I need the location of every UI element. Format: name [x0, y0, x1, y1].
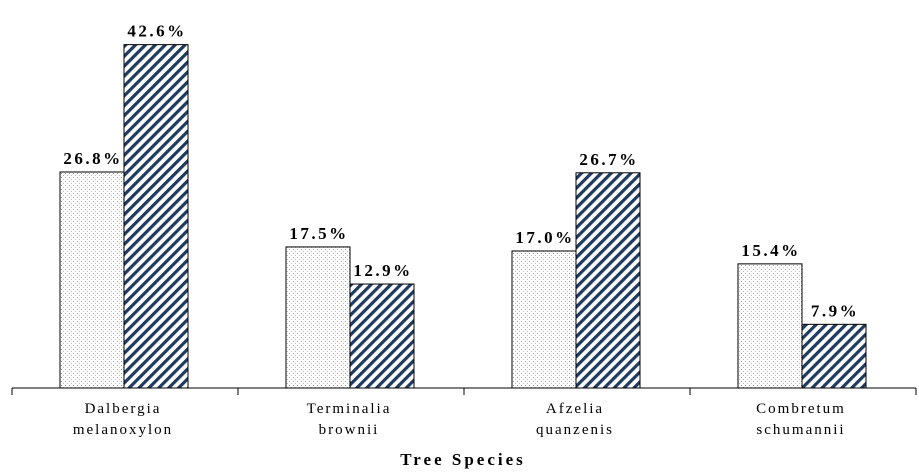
- bar-dotted-2: [511, 250, 577, 389]
- x-tick-label: Afzelia: [546, 401, 604, 417]
- bar-dotted-0: [59, 171, 125, 389]
- value-label: 15.4%: [741, 241, 800, 260]
- bar-hatched-2: [575, 172, 641, 389]
- value-labels-layer: 26.8% 42.6% 17.5% 12.9% 17.0% 26.7% 15.4% 7.9%: [63, 22, 859, 321]
- bar-dotted-3: [737, 263, 803, 389]
- x-axis-title: Tree Species: [400, 450, 526, 469]
- bar-hatched-3: [801, 323, 867, 389]
- x-tick-label: brownii: [319, 422, 380, 438]
- x-tick-label: Dalbergia: [85, 401, 162, 417]
- value-label: 12.9%: [353, 261, 412, 280]
- x-tick-label: melanoxylon: [73, 422, 173, 438]
- value-label: 42.6%: [127, 22, 186, 41]
- x-axis: Dalbergia melanoxylon Terminalia brownii Afz…: [11, 387, 917, 438]
- x-tick-label: Terminalia: [307, 401, 392, 417]
- bars-layer: [59, 44, 867, 389]
- bar-hatched-1: [349, 283, 415, 389]
- x-tick-label: Combretum: [756, 401, 846, 417]
- value-label: 26.8%: [63, 149, 122, 168]
- value-label: 7.9%: [811, 301, 859, 320]
- value-label: 26.7%: [579, 150, 638, 169]
- value-label: 17.5%: [289, 224, 348, 243]
- bar-dotted-1: [285, 246, 351, 389]
- value-label: 17.0%: [515, 228, 574, 247]
- bar-hatched-0: [123, 44, 189, 389]
- x-tick-label: quanzenis: [536, 422, 614, 438]
- x-tick-label: schumannii: [756, 422, 845, 438]
